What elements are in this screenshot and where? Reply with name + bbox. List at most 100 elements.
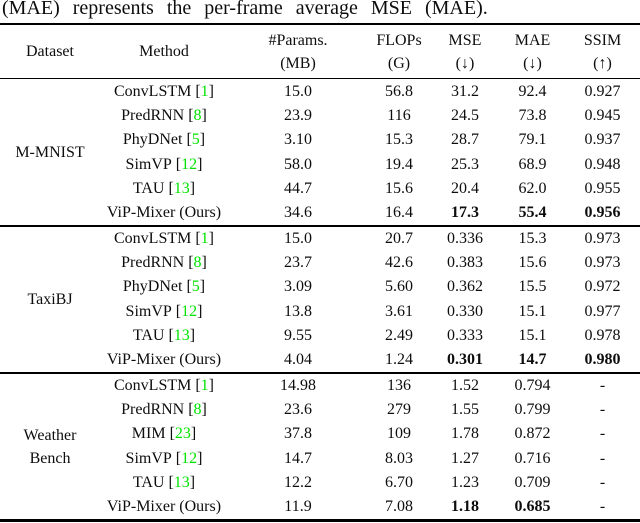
cell-ssim: 0.945	[584, 106, 621, 124]
method-name: ViP-Mixer (Ours)	[106, 351, 222, 369]
cell-flops: 5.60	[385, 278, 413, 296]
cell-mse: 28.7	[451, 131, 479, 149]
cell-params: 3.09	[284, 278, 312, 296]
cell-ssim: 0.973	[584, 254, 621, 271]
cell-mae: 0.794	[514, 376, 551, 394]
cell-mse: 0.301	[447, 351, 483, 369]
cell-flops: 19.4	[385, 155, 413, 173]
dataset-label: Weather Bench	[0, 374, 100, 520]
cell-mse: 17.3	[451, 204, 479, 222]
method-name: PredRNN	[121, 254, 185, 271]
method-name: MIM	[131, 425, 166, 443]
cell-mae: 55.4	[518, 204, 547, 222]
cell-mae: 79.1	[518, 131, 547, 149]
cell-mae: 0.799	[514, 401, 551, 419]
cell-flops: 3.61	[385, 302, 413, 320]
cell-mse: 0.383	[447, 254, 483, 271]
cell-params: 44.7	[284, 179, 312, 197]
method-name: PhyDNet	[122, 131, 183, 149]
cell-params: 15.0	[284, 82, 312, 100]
cell-params: 9.55	[284, 326, 312, 344]
dataset-group: M-MNIST ConvLSTM [1] 15.0 56.8 31.2 92.4 0.927…	[0, 79, 640, 225]
cell-mae: 0.872	[514, 425, 551, 443]
cell-mse: 1.27	[451, 449, 479, 467]
header-label: MSE	[448, 31, 482, 49]
citation-number: 23	[174, 425, 191, 443]
method-name: PredRNN	[121, 401, 185, 419]
dataset-label: TaxiBJ	[0, 227, 100, 373]
cell-params: 13.8	[284, 302, 312, 320]
cell-flops: 15.3	[385, 131, 413, 149]
cell-ssim: 0.937	[584, 131, 621, 149]
method-name: ConvLSTM	[114, 376, 192, 394]
header-label: SSIM	[583, 31, 622, 49]
cell-params: 58.0	[284, 155, 312, 173]
cell-params: 12.2	[284, 473, 312, 491]
cell-flops: 1.24	[385, 351, 413, 369]
cell-flops: 279	[387, 401, 411, 419]
dataset-label-line: TaxiBJ	[27, 290, 73, 308]
citation-number: 5	[191, 278, 200, 296]
cell-params: 11.9	[284, 498, 312, 516]
dataset-group: TaxiBJ ConvLSTM [1] 15.0 20.7 0.336 15.3 0.973…	[0, 227, 640, 373]
citation-number: 12	[181, 449, 198, 467]
cell-flops: 15.6	[385, 179, 413, 197]
col-header-params: #Params. (MB)	[228, 29, 368, 75]
citation-number: 13	[173, 179, 190, 197]
cell-mae: 15.1	[518, 302, 547, 320]
cell-ssim: 0.927	[584, 82, 621, 100]
cell-params: 34.6	[284, 204, 312, 222]
col-header-method: Method	[100, 40, 228, 63]
cell-mse: 31.2	[451, 82, 479, 100]
method-cell: SimVP [12]	[125, 449, 203, 467]
method-cell: ConvLSTM [1]	[114, 229, 214, 247]
cell-params: 3.10	[284, 131, 312, 149]
citation-number: 1	[200, 82, 209, 100]
cell-ssim: -	[599, 449, 606, 467]
method-name: PhyDNet	[122, 278, 183, 296]
cell-ssim: -	[599, 425, 606, 443]
dataset-group: Weather Bench ConvLSTM [1] 14.98 136 1.52 0.79…	[0, 374, 640, 520]
top-rule	[0, 23, 640, 26]
col-header-flops: FLOPs (G)	[368, 29, 430, 75]
method-cell: TAU [13]	[132, 326, 196, 344]
cell-mse: 1.52	[451, 376, 479, 394]
cell-ssim: 0.978	[584, 326, 621, 344]
citation-number: 13	[173, 326, 190, 344]
method-name: TAU	[132, 473, 165, 491]
method-name: PredRNN	[121, 106, 185, 124]
cell-ssim: 0.977	[584, 302, 621, 320]
cell-params: 23.6	[284, 401, 312, 419]
cell-flops: 7.08	[385, 498, 413, 516]
col-header-ssim: SSIM (↑)	[565, 29, 640, 75]
method-name: TAU	[132, 179, 165, 197]
cell-mae: 15.1	[518, 326, 547, 344]
header-label: Dataset	[26, 43, 74, 61]
down-arrow-indicator: (↓)	[455, 54, 475, 72]
cell-params: 23.9	[284, 106, 312, 124]
method-cell: ViP-Mixer (Ours)	[100, 201, 228, 225]
col-header-mae: MAE (↓)	[500, 29, 565, 75]
method-cell: SimVP [12]	[125, 155, 203, 173]
cell-mse: 0.336	[447, 229, 483, 247]
group-separator-rule	[0, 225, 640, 227]
cell-ssim: -	[599, 498, 606, 516]
citation-number: 12	[181, 302, 198, 320]
dataset-label-line: Bench	[29, 449, 71, 467]
cell-ssim: 0.955	[584, 179, 621, 197]
cell-params: 14.98	[280, 376, 316, 394]
dataset-label-line: Weather	[23, 426, 77, 444]
citation-number: 1	[200, 376, 209, 394]
up-arrow-indicator: (↑)	[593, 54, 612, 72]
cell-ssim: -	[599, 401, 606, 419]
citation-number: 8	[193, 106, 202, 124]
cell-mae: 92.4	[518, 82, 547, 100]
dataset-label: M-MNIST	[0, 79, 100, 225]
cell-mse: 1.18	[451, 498, 479, 516]
table-caption: (MAE) represents the per-frame average M…	[2, 0, 488, 19]
citation-number: 8	[193, 401, 202, 419]
method-cell: PredRNN [8]	[121, 106, 207, 124]
cell-flops: 2.49	[385, 326, 413, 344]
cell-ssim: 0.980	[584, 351, 621, 369]
